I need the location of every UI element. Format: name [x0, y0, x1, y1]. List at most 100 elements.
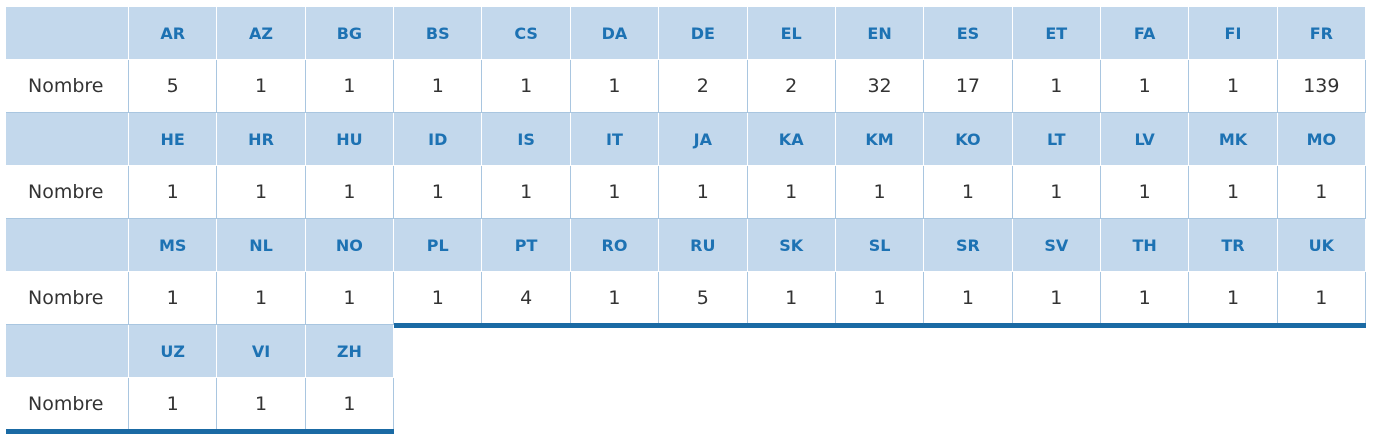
language-header: KO — [924, 113, 1013, 166]
language-header: NL — [217, 219, 306, 272]
count-cell: 1 — [1012, 166, 1101, 219]
row-label: Nombre — [6, 272, 129, 325]
count-cell: 1 — [924, 272, 1013, 325]
count-cell: 1 — [305, 272, 395, 325]
language-header: MO — [1277, 113, 1367, 166]
language-header: ES — [924, 7, 1013, 60]
count-cell: 1 — [394, 60, 483, 113]
language-header: HR — [217, 113, 306, 166]
language-header: EL — [747, 7, 836, 60]
count-cell: 1 — [129, 378, 218, 431]
language-header: CS — [482, 7, 571, 60]
language-header: FR — [1277, 7, 1367, 60]
count-cell: 1 — [747, 166, 836, 219]
language-header: SL — [835, 219, 925, 272]
count-cell: 1 — [394, 272, 483, 325]
count-cell: 1 — [1012, 272, 1101, 325]
count-cell: 1 — [217, 166, 306, 219]
count-cell: 1 — [1100, 60, 1190, 113]
count-cell: 1 — [1189, 60, 1278, 113]
count-cell: 1 — [835, 272, 925, 325]
count-cell: 1 — [305, 378, 395, 431]
language-header: HE — [129, 113, 218, 166]
count-cell: 1 — [747, 272, 836, 325]
count-cell: 1 — [659, 166, 748, 219]
count-cell: 1 — [1277, 272, 1367, 325]
count-cell: 1 — [129, 166, 218, 219]
count-cell: 1 — [1189, 166, 1278, 219]
language-header: ET — [1012, 7, 1101, 60]
count-cell: 1 — [570, 272, 660, 325]
header-blank — [6, 7, 129, 60]
language-header: SK — [747, 219, 836, 272]
count-cell: 1 — [1277, 166, 1367, 219]
language-header: DA — [570, 7, 660, 60]
header-blank — [6, 219, 129, 272]
language-header: IS — [482, 113, 571, 166]
language-header: NO — [305, 219, 395, 272]
language-header: ID — [394, 113, 483, 166]
count-cell: 1 — [1189, 272, 1278, 325]
count-cell: 4 — [482, 272, 571, 325]
language-header: PT — [482, 219, 571, 272]
count-cell: 1 — [1012, 60, 1101, 113]
header-blank — [6, 113, 129, 166]
language-header: MS — [129, 219, 218, 272]
row-label: Nombre — [6, 166, 129, 219]
count-cell: 1 — [394, 166, 483, 219]
row-label: Nombre — [6, 378, 129, 431]
language-header: BG — [305, 7, 395, 60]
language-header: RU — [659, 219, 748, 272]
count-cell: 1 — [217, 60, 306, 113]
count-cell: 1 — [305, 166, 395, 219]
count-cell: 2 — [659, 60, 748, 113]
language-header: RO — [570, 219, 660, 272]
count-cell: 1 — [482, 166, 571, 219]
language-header: UZ — [129, 325, 218, 378]
count-cell: 5 — [659, 272, 748, 325]
count-cell: 1 — [924, 166, 1013, 219]
count-cell: 17 — [924, 60, 1013, 113]
language-header: KM — [835, 113, 925, 166]
language-header: TH — [1100, 219, 1190, 272]
language-header: MK — [1189, 113, 1278, 166]
count-cell: 1 — [570, 60, 660, 113]
header-blank — [6, 325, 129, 378]
count-cell: 1 — [1100, 166, 1190, 219]
language-header: VI — [217, 325, 306, 378]
count-cell: 1 — [305, 60, 395, 113]
language-header: JA — [659, 113, 748, 166]
language-header: TR — [1189, 219, 1278, 272]
language-header: UK — [1277, 219, 1367, 272]
count-cell: 2 — [747, 60, 836, 113]
count-cell: 32 — [835, 60, 925, 113]
language-header: FA — [1100, 7, 1190, 60]
count-cell: 1 — [835, 166, 925, 219]
language-header: SR — [924, 219, 1013, 272]
language-header: AZ — [217, 7, 306, 60]
table-rule — [6, 429, 395, 434]
language-header: IT — [570, 113, 660, 166]
count-cell: 1 — [217, 272, 306, 325]
count-cell: 1 — [1100, 272, 1190, 325]
row-label: Nombre — [6, 60, 129, 113]
language-header: FI — [1189, 7, 1278, 60]
count-cell: 1 — [482, 60, 571, 113]
language-header: AR — [129, 7, 218, 60]
count-cell: 5 — [129, 60, 218, 113]
language-header: KA — [747, 113, 836, 166]
language-header: LV — [1100, 113, 1190, 166]
table-rule — [394, 323, 1367, 328]
language-header: DE — [659, 7, 748, 60]
count-cell: 1 — [570, 166, 660, 219]
language-header: ZH — [305, 325, 395, 378]
language-header: BS — [394, 7, 483, 60]
language-header: SV — [1012, 219, 1101, 272]
count-cell: 1 — [129, 272, 218, 325]
language-header: HU — [305, 113, 395, 166]
language-header: LT — [1012, 113, 1101, 166]
count-cell: 1 — [217, 378, 306, 431]
language-header: EN — [835, 7, 925, 60]
count-cell: 139 — [1277, 60, 1367, 113]
